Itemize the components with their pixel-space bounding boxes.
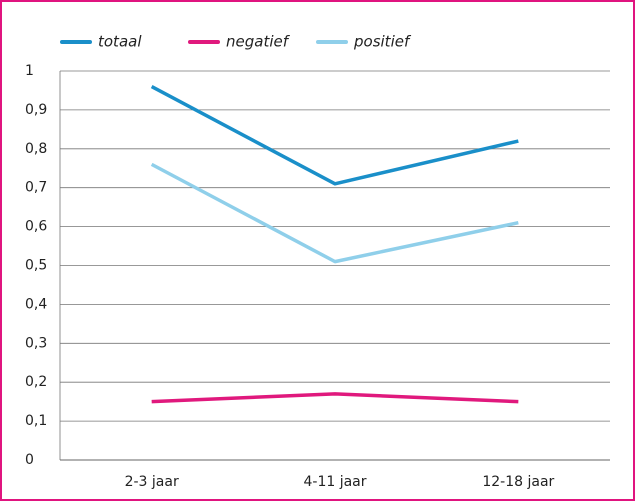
legend-label: negatief (226, 33, 291, 51)
y-tick-label: 0,5 (25, 258, 47, 274)
y-tick-label: 0,1 (25, 413, 47, 429)
series-line (150, 162, 519, 264)
y-tick-label: 0,6 (25, 219, 47, 235)
series-line (151, 392, 519, 404)
y-tick-label: 0,8 (25, 141, 47, 157)
x-tick-label: 12-18 jaar (482, 474, 554, 490)
y-tick-label: 0,3 (25, 335, 47, 351)
x-tick-label: 2-3 jaar (125, 474, 179, 490)
series-line (150, 85, 519, 186)
y-tick-label: 0,4 (25, 296, 47, 312)
y-tick-label: 0 (25, 452, 34, 468)
legend-label: positief (353, 33, 412, 51)
y-tick-label: 0,2 (25, 374, 47, 390)
x-tick-label: 4-11 jaar (303, 474, 366, 490)
y-tick-label: 1 (25, 63, 34, 79)
legend-label: totaal (98, 33, 142, 51)
y-tick-label: 0,9 (25, 102, 47, 118)
y-tick-label: 0,7 (25, 180, 47, 196)
